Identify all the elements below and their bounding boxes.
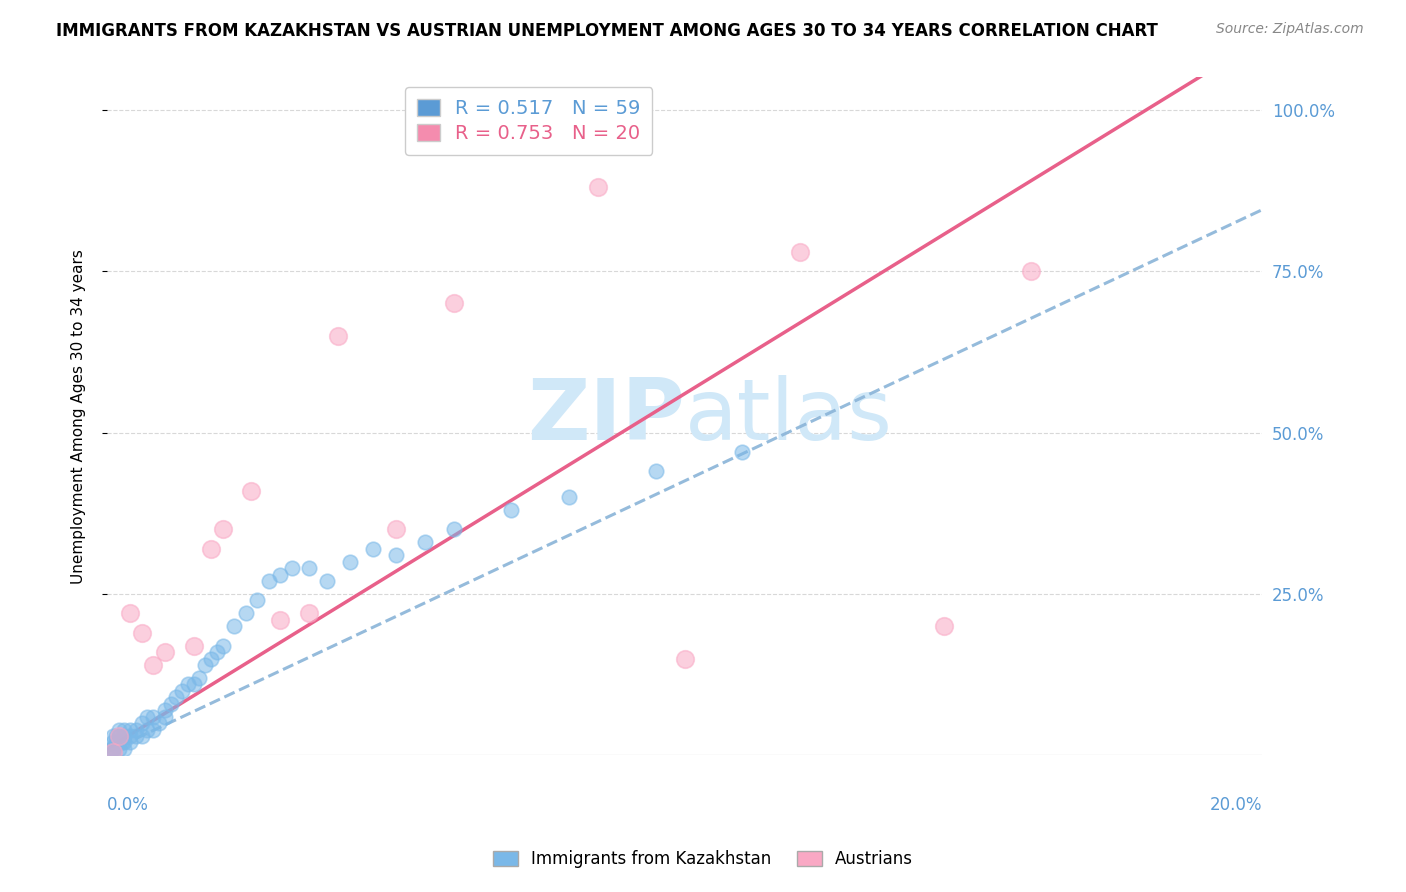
- Point: [159, 697, 181, 711]
- Point: [443, 522, 465, 536]
- Point: [153, 645, 176, 659]
- Point: [153, 709, 176, 723]
- Legend: Immigrants from Kazakhstan, Austrians: Immigrants from Kazakhstan, Austrians: [486, 844, 920, 875]
- Text: 0.0%: 0.0%: [107, 796, 149, 814]
- Point: [200, 541, 222, 556]
- Point: [298, 607, 321, 621]
- Point: [194, 657, 217, 672]
- Point: [443, 296, 465, 310]
- Point: [165, 690, 187, 705]
- Point: [107, 729, 129, 743]
- Point: [107, 735, 129, 749]
- Point: [153, 703, 176, 717]
- Point: [413, 535, 436, 549]
- Point: [112, 723, 135, 737]
- Text: atlas: atlas: [685, 375, 893, 458]
- Text: Source: ZipAtlas.com: Source: ZipAtlas.com: [1216, 22, 1364, 37]
- Point: [103, 742, 125, 756]
- Point: [200, 651, 222, 665]
- Text: IMMIGRANTS FROM KAZAKHSTAN VS AUSTRIAN UNEMPLOYMENT AMONG AGES 30 TO 34 YEARS CO: IMMIGRANTS FROM KAZAKHSTAN VS AUSTRIAN U…: [56, 22, 1159, 40]
- Point: [107, 735, 129, 749]
- Point: [142, 709, 165, 723]
- Point: [101, 729, 124, 743]
- Point: [235, 607, 257, 621]
- Point: [112, 742, 135, 756]
- Point: [673, 651, 696, 665]
- Point: [120, 723, 142, 737]
- Point: [104, 735, 127, 749]
- Point: [112, 735, 135, 749]
- Point: [148, 716, 170, 731]
- Point: [101, 735, 124, 749]
- Point: [315, 574, 337, 588]
- Point: [120, 735, 142, 749]
- Point: [136, 723, 159, 737]
- Legend: R = 0.517   N = 59, R = 0.753   N = 20: R = 0.517 N = 59, R = 0.753 N = 20: [405, 87, 652, 155]
- Point: [934, 619, 956, 633]
- Point: [211, 639, 233, 653]
- Point: [136, 709, 159, 723]
- Point: [101, 745, 124, 759]
- Point: [131, 716, 153, 731]
- Point: [361, 541, 384, 556]
- Point: [125, 723, 148, 737]
- Point: [120, 729, 142, 743]
- Point: [789, 244, 811, 259]
- Point: [385, 522, 408, 536]
- Point: [385, 548, 408, 562]
- Point: [586, 180, 609, 194]
- Text: ZIP: ZIP: [527, 375, 685, 458]
- Point: [269, 613, 291, 627]
- Point: [246, 593, 269, 607]
- Point: [1019, 264, 1042, 278]
- Point: [326, 328, 349, 343]
- Point: [177, 677, 200, 691]
- Point: [183, 639, 205, 653]
- Point: [257, 574, 280, 588]
- Point: [107, 723, 129, 737]
- Point: [142, 657, 165, 672]
- Point: [298, 561, 321, 575]
- Text: 20.0%: 20.0%: [1209, 796, 1263, 814]
- Point: [125, 729, 148, 743]
- Point: [558, 490, 581, 504]
- Point: [104, 729, 127, 743]
- Point: [211, 522, 233, 536]
- Point: [205, 645, 228, 659]
- Point: [731, 445, 754, 459]
- Point: [142, 723, 165, 737]
- Point: [183, 677, 205, 691]
- Point: [107, 729, 129, 743]
- Point: [240, 483, 263, 498]
- Point: [110, 735, 132, 749]
- Point: [101, 742, 124, 756]
- Point: [120, 607, 142, 621]
- Point: [269, 567, 291, 582]
- Point: [100, 742, 122, 756]
- Point: [281, 561, 304, 575]
- Point: [501, 503, 523, 517]
- Point: [98, 742, 121, 756]
- Point: [224, 619, 246, 633]
- Point: [339, 555, 361, 569]
- Point: [188, 671, 211, 685]
- Y-axis label: Unemployment Among Ages 30 to 34 years: Unemployment Among Ages 30 to 34 years: [72, 249, 86, 584]
- Point: [131, 729, 153, 743]
- Point: [131, 625, 153, 640]
- Point: [107, 742, 129, 756]
- Point: [112, 729, 135, 743]
- Point: [172, 683, 194, 698]
- Point: [644, 464, 666, 478]
